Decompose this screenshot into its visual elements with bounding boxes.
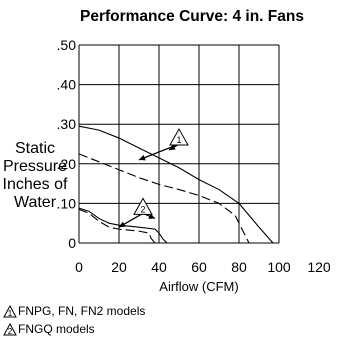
annotation-2-arrowhead-1 bbox=[119, 221, 126, 228]
x-tick-label-5: 100 bbox=[267, 259, 291, 275]
triangle-1-icon: 1 bbox=[3, 304, 17, 318]
x-tick-label-3: 60 bbox=[191, 259, 207, 275]
y-tick-label-0: 0 bbox=[68, 235, 76, 251]
svg-text:1: 1 bbox=[8, 309, 13, 318]
series-line-3 bbox=[78, 207, 168, 244]
series-line-4 bbox=[78, 208, 156, 244]
y-tick-label-1: .10 bbox=[57, 195, 77, 211]
legend-note-1: 1 FNPG, FN, FN2 models bbox=[3, 304, 145, 318]
x-tick-label-1: 20 bbox=[111, 259, 127, 275]
svg-text:2: 2 bbox=[8, 327, 13, 336]
annotation-triangle-2-icon bbox=[133, 197, 153, 215]
legend-note-2: 2 FNGQ models bbox=[3, 322, 95, 336]
y-axis-title-line-1: Static Pressure bbox=[2, 140, 68, 175]
annotation-2-arrowhead-2 bbox=[148, 213, 155, 219]
annotation-label-2: 2 bbox=[140, 204, 145, 214]
annotation-label-1: 1 bbox=[176, 135, 181, 145]
x-tick-label-4: 80 bbox=[231, 259, 247, 275]
chart-title: Performance Curve: 4 in. Fans bbox=[80, 8, 304, 25]
annotation-1-arrowhead-2 bbox=[169, 144, 176, 150]
x-tick-label-2: 40 bbox=[151, 259, 167, 275]
annotation-triangle-1-icon bbox=[169, 128, 189, 146]
y-tick-label-5: .50 bbox=[57, 37, 77, 53]
y-tick-label-2: .20 bbox=[57, 156, 77, 172]
y-axis-title: Static Pressure Inches of Water bbox=[2, 140, 68, 212]
x-tick-label-6: 120 bbox=[307, 259, 331, 275]
legend-note-1-text: FNPG, FN, FN2 models bbox=[18, 304, 146, 318]
y-tick-label-4: .40 bbox=[57, 77, 77, 93]
series-line-1 bbox=[78, 125, 274, 244]
x-axis-label: Airflow (CFM) bbox=[159, 279, 238, 294]
annotation-1-arrowhead-1 bbox=[139, 154, 146, 161]
y-axis-title-line-2: Inches of Water bbox=[2, 176, 68, 211]
legend-note-2-text: FNGQ models bbox=[18, 322, 95, 336]
x-tick-label-0: 0 bbox=[75, 259, 83, 275]
series-line-2 bbox=[78, 153, 250, 244]
triangle-2-icon: 2 bbox=[3, 322, 17, 336]
y-tick-label-3: .30 bbox=[57, 116, 77, 132]
